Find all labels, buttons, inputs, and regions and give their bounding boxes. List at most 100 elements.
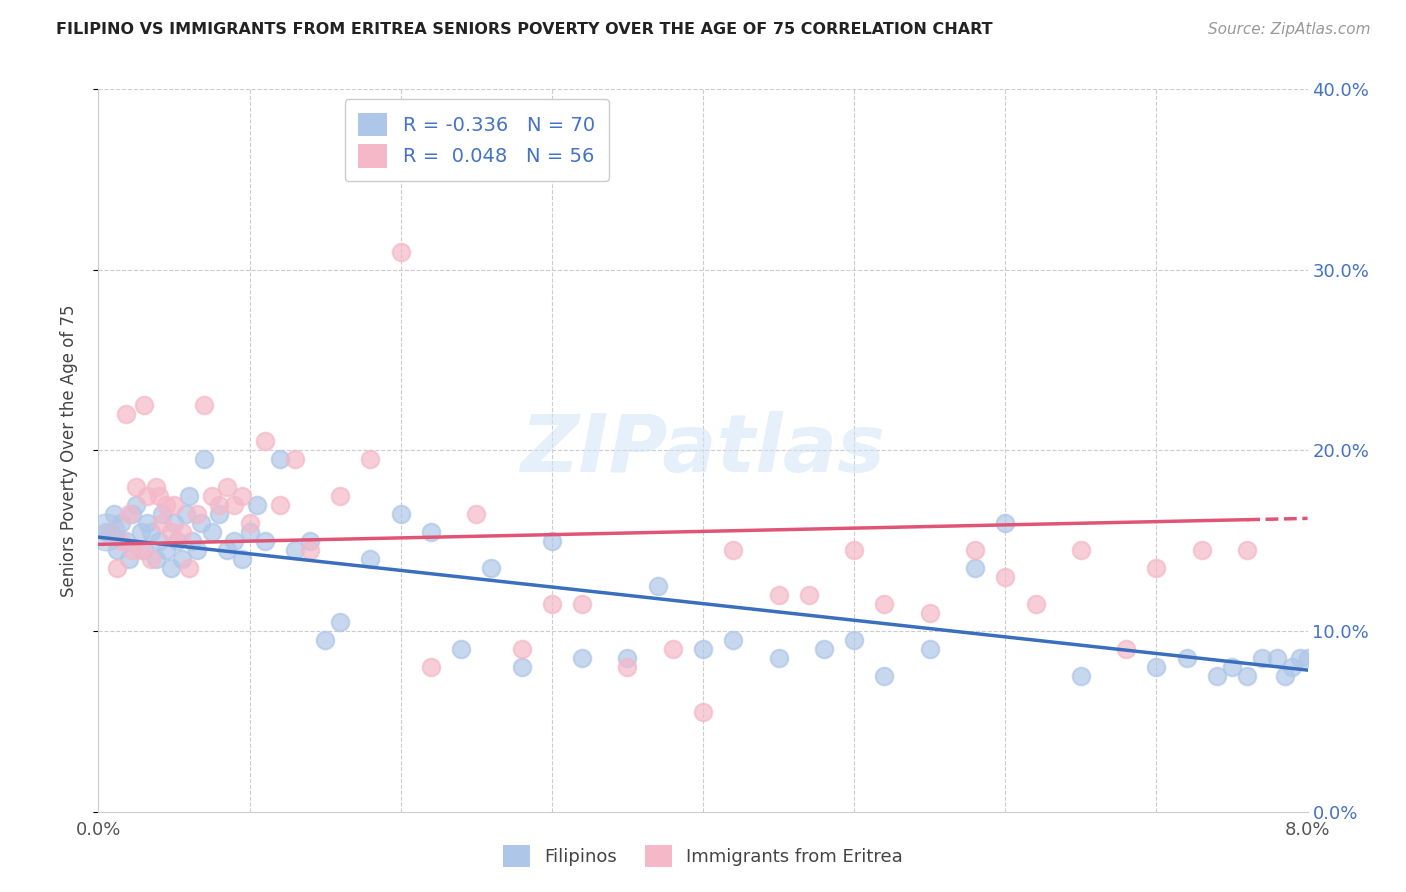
Point <box>148 533 170 548</box>
Point <box>231 489 253 503</box>
Point <box>135 489 157 503</box>
Point <box>616 660 638 674</box>
Point <box>129 524 152 539</box>
Point <box>114 407 136 421</box>
Point <box>201 489 224 503</box>
Point <box>94 524 117 539</box>
Legend: Filipinos, Immigrants from Eritrea: Filipinos, Immigrants from Eritrea <box>496 838 910 874</box>
Point <box>844 633 866 648</box>
Point <box>1206 669 1229 683</box>
Point <box>360 551 382 566</box>
Point <box>103 507 125 521</box>
Point <box>170 551 193 566</box>
Point <box>768 588 790 602</box>
Point <box>844 542 866 557</box>
Point <box>132 542 155 557</box>
Point <box>1146 660 1168 674</box>
Point <box>994 570 1017 584</box>
Point <box>148 489 170 503</box>
Point <box>994 516 1017 530</box>
Text: ZIPatlas: ZIPatlas <box>520 411 886 490</box>
Point <box>661 642 683 657</box>
Point <box>450 642 472 657</box>
Point <box>121 507 143 521</box>
Point <box>179 489 201 503</box>
Point <box>1267 651 1289 665</box>
Point <box>215 542 238 557</box>
Point <box>510 660 533 674</box>
Point <box>1191 542 1213 557</box>
Point <box>145 551 167 566</box>
Point <box>692 642 714 657</box>
Point <box>246 498 269 512</box>
Point <box>163 498 186 512</box>
Point <box>1115 642 1137 657</box>
Point <box>1289 651 1312 665</box>
Point <box>329 615 352 629</box>
Point <box>179 561 201 575</box>
Point <box>420 660 443 674</box>
Point <box>873 597 896 611</box>
Point <box>231 551 253 566</box>
Point <box>616 651 638 665</box>
Point <box>389 507 412 521</box>
Point <box>118 507 141 521</box>
Point <box>481 561 503 575</box>
Point <box>797 588 820 602</box>
Point <box>284 452 307 467</box>
Point <box>150 507 173 521</box>
Point <box>141 551 163 566</box>
Point <box>166 533 188 548</box>
Point <box>1296 651 1319 665</box>
Point <box>329 489 352 503</box>
Point <box>965 542 987 557</box>
Point <box>105 542 128 557</box>
Point <box>145 480 167 494</box>
Point <box>723 633 745 648</box>
Point <box>299 542 322 557</box>
Text: Source: ZipAtlas.com: Source: ZipAtlas.com <box>1208 22 1371 37</box>
Point <box>155 542 177 557</box>
Legend: R = -0.336   N = 70, R =  0.048   N = 56: R = -0.336 N = 70, R = 0.048 N = 56 <box>344 99 609 181</box>
Point <box>224 498 246 512</box>
Point <box>125 480 148 494</box>
Point <box>193 398 215 412</box>
Point <box>647 579 669 593</box>
Point <box>155 498 177 512</box>
Point <box>193 452 215 467</box>
Point <box>314 633 336 648</box>
Y-axis label: Seniors Poverty Over the Age of 75: Seniors Poverty Over the Age of 75 <box>59 304 77 597</box>
Point <box>215 480 238 494</box>
Point <box>125 498 148 512</box>
Point <box>723 542 745 557</box>
Point <box>94 524 117 539</box>
Point <box>465 507 488 521</box>
Point <box>208 498 231 512</box>
Point <box>239 524 262 539</box>
Point <box>1236 669 1258 683</box>
Point <box>1220 660 1243 674</box>
Point <box>224 533 246 548</box>
Point <box>420 524 443 539</box>
Point <box>269 452 291 467</box>
Point <box>186 542 208 557</box>
Point <box>1274 669 1296 683</box>
Point <box>540 533 562 548</box>
Point <box>813 642 835 657</box>
Point <box>141 524 163 539</box>
Point <box>1146 561 1168 575</box>
Point <box>100 524 122 539</box>
Point <box>110 516 132 530</box>
Point <box>181 533 204 548</box>
Point <box>1175 651 1198 665</box>
Point <box>110 533 132 548</box>
Point <box>190 516 212 530</box>
Point <box>239 516 262 530</box>
Point <box>510 642 533 657</box>
Point <box>201 524 224 539</box>
Point <box>1070 669 1092 683</box>
Point <box>135 516 157 530</box>
Point <box>163 516 186 530</box>
Point <box>692 706 714 720</box>
Point <box>174 507 197 521</box>
